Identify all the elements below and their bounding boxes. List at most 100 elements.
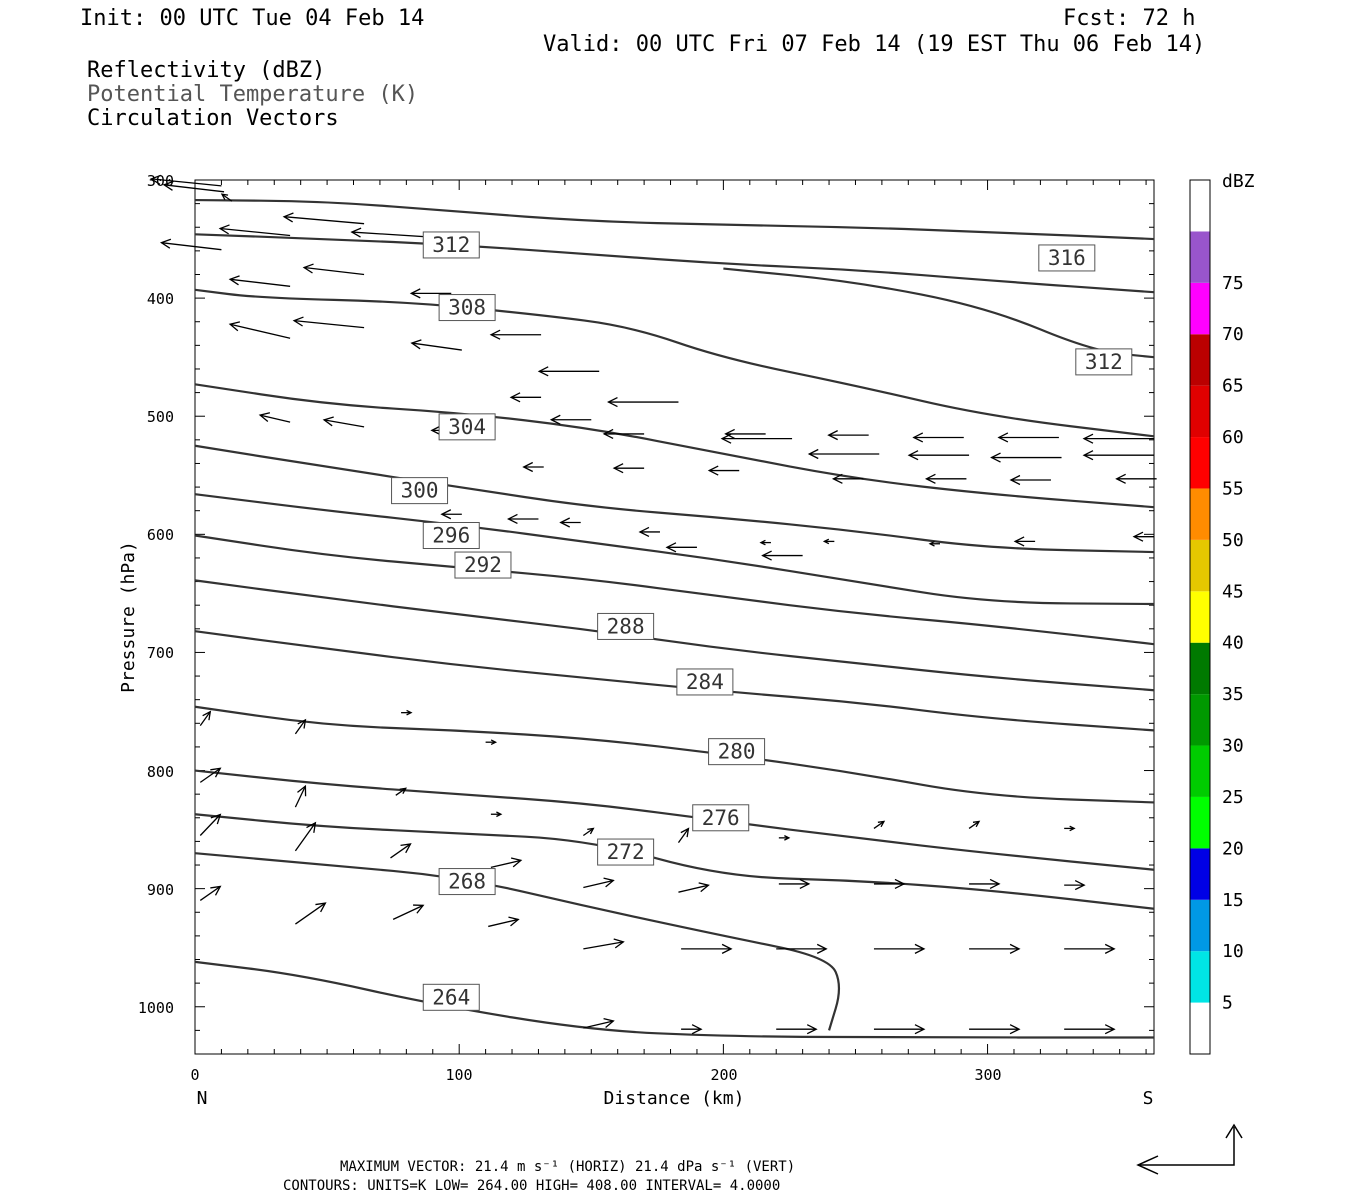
colorbar-label-30: 30 [1222, 736, 1244, 757]
circulation-vector [199, 814, 221, 836]
colorbar-segment [1190, 334, 1210, 386]
vector-head [322, 416, 334, 427]
vector-head [1074, 880, 1086, 891]
vector-head [613, 938, 625, 949]
vector-head [522, 461, 534, 473]
colorbar-segment [1190, 745, 1210, 797]
contour-label-284: 284 [686, 670, 724, 694]
vector-head [537, 366, 549, 377]
contour-308 [194, 288, 1155, 438]
y-tick-800: 800 [147, 763, 174, 781]
vector-head [228, 321, 241, 332]
vector-head [603, 877, 615, 888]
contour-label-box [708, 738, 766, 766]
vector-head [559, 517, 571, 528]
contour-labels: 316 312 312 308 304 300 296 292 288 284 280 276 272 2… [391, 231, 1133, 1011]
vector-head [1132, 531, 1144, 542]
vector-head [306, 821, 317, 833]
circulation-vector [390, 843, 411, 859]
vector-head [218, 224, 230, 235]
vector-head [210, 813, 222, 825]
vector-head [612, 463, 624, 474]
vector-head [807, 448, 819, 460]
circulation-vector [323, 419, 365, 428]
vector-head [1104, 1024, 1116, 1035]
vector-head [297, 784, 307, 797]
vector-head [430, 425, 442, 436]
y-tick-300: 300 [147, 172, 174, 190]
colorbar-label-60: 60 [1222, 427, 1244, 448]
colorbar-title: dBZ [1222, 171, 1255, 192]
contour-264 [194, 960, 1154, 1039]
colorbar-label-40: 40 [1222, 633, 1244, 654]
circulation-vector [163, 184, 225, 193]
vector-head [816, 943, 828, 954]
vector-head [691, 1024, 703, 1035]
colorbar-segment [1190, 642, 1210, 695]
vector-head [489, 329, 501, 340]
colorbar-segment [1190, 437, 1210, 489]
vector-head [549, 414, 561, 425]
contour-label-box [391, 477, 449, 505]
circulation-vector [199, 767, 221, 783]
colorbar-segment [1190, 951, 1210, 1003]
contour-label-316: 316 [1048, 246, 1086, 270]
vector-head [315, 902, 327, 913]
contour-label-308: 308 [448, 296, 486, 320]
circulation-vector [873, 820, 885, 829]
vector-head [1082, 433, 1094, 444]
circulation-vector [582, 827, 594, 837]
colorbar-segment [1190, 796, 1210, 849]
field-title-vectors: Circulation Vectors [87, 106, 339, 131]
contour-284 [194, 630, 1155, 732]
vector-head [292, 316, 304, 327]
vector-head [587, 827, 595, 835]
contour-label-box [597, 838, 655, 866]
colorbar-segment [1190, 180, 1210, 232]
maximum-vector-note: MAXIMUM VECTOR: 21.4 m s⁻¹ (HORIZ) 21.4 … [340, 1159, 795, 1175]
colorbar-segment [1190, 231, 1210, 283]
vector-head [914, 943, 926, 954]
colorbar-label-50: 50 [1222, 530, 1244, 551]
contour-label-300: 300 [401, 479, 439, 503]
contour-label-268: 268 [448, 870, 486, 894]
colorbar-label-45: 45 [1222, 581, 1244, 602]
vector-head [721, 943, 733, 954]
vector-head [603, 1018, 615, 1028]
contour-label-280: 280 [718, 740, 756, 764]
contour-label-box [1075, 348, 1133, 376]
vector-head [510, 857, 523, 868]
circulation-vector [294, 822, 316, 852]
vector-head [228, 275, 240, 286]
colorbar-segment [1190, 539, 1210, 592]
contour-label-box [597, 612, 655, 640]
vector-head [799, 878, 811, 890]
y-tick-900: 900 [147, 881, 174, 899]
colorbar-segment [1190, 488, 1210, 540]
contour-312 [194, 233, 1155, 294]
vector-head [162, 180, 174, 191]
contour-300 [194, 444, 1155, 554]
vector-head [1104, 943, 1116, 954]
contour-292 [194, 534, 1155, 646]
vector-head [912, 432, 924, 443]
circulation-vector [199, 711, 211, 727]
vector-head [831, 473, 843, 484]
vector-head [680, 827, 690, 838]
vector-head [440, 509, 452, 520]
circulation-vectors [149, 174, 1157, 1035]
vector-head [506, 513, 518, 525]
y-tick-400: 400 [147, 290, 174, 308]
contour-label-box [438, 413, 496, 441]
init-time: Init: 00 UTC Tue 04 Feb 14 [80, 6, 424, 31]
reference-vector [1136, 1123, 1243, 1175]
colorbar-segment [1190, 591, 1210, 643]
circulation-vector [294, 319, 365, 329]
contour-label-box [438, 868, 496, 896]
contour-276 [194, 769, 1155, 871]
colorbar-label-5: 5 [1222, 993, 1233, 1014]
vector-head [1115, 473, 1126, 484]
vector-head [822, 538, 830, 545]
contour-label-296: 296 [432, 524, 470, 548]
